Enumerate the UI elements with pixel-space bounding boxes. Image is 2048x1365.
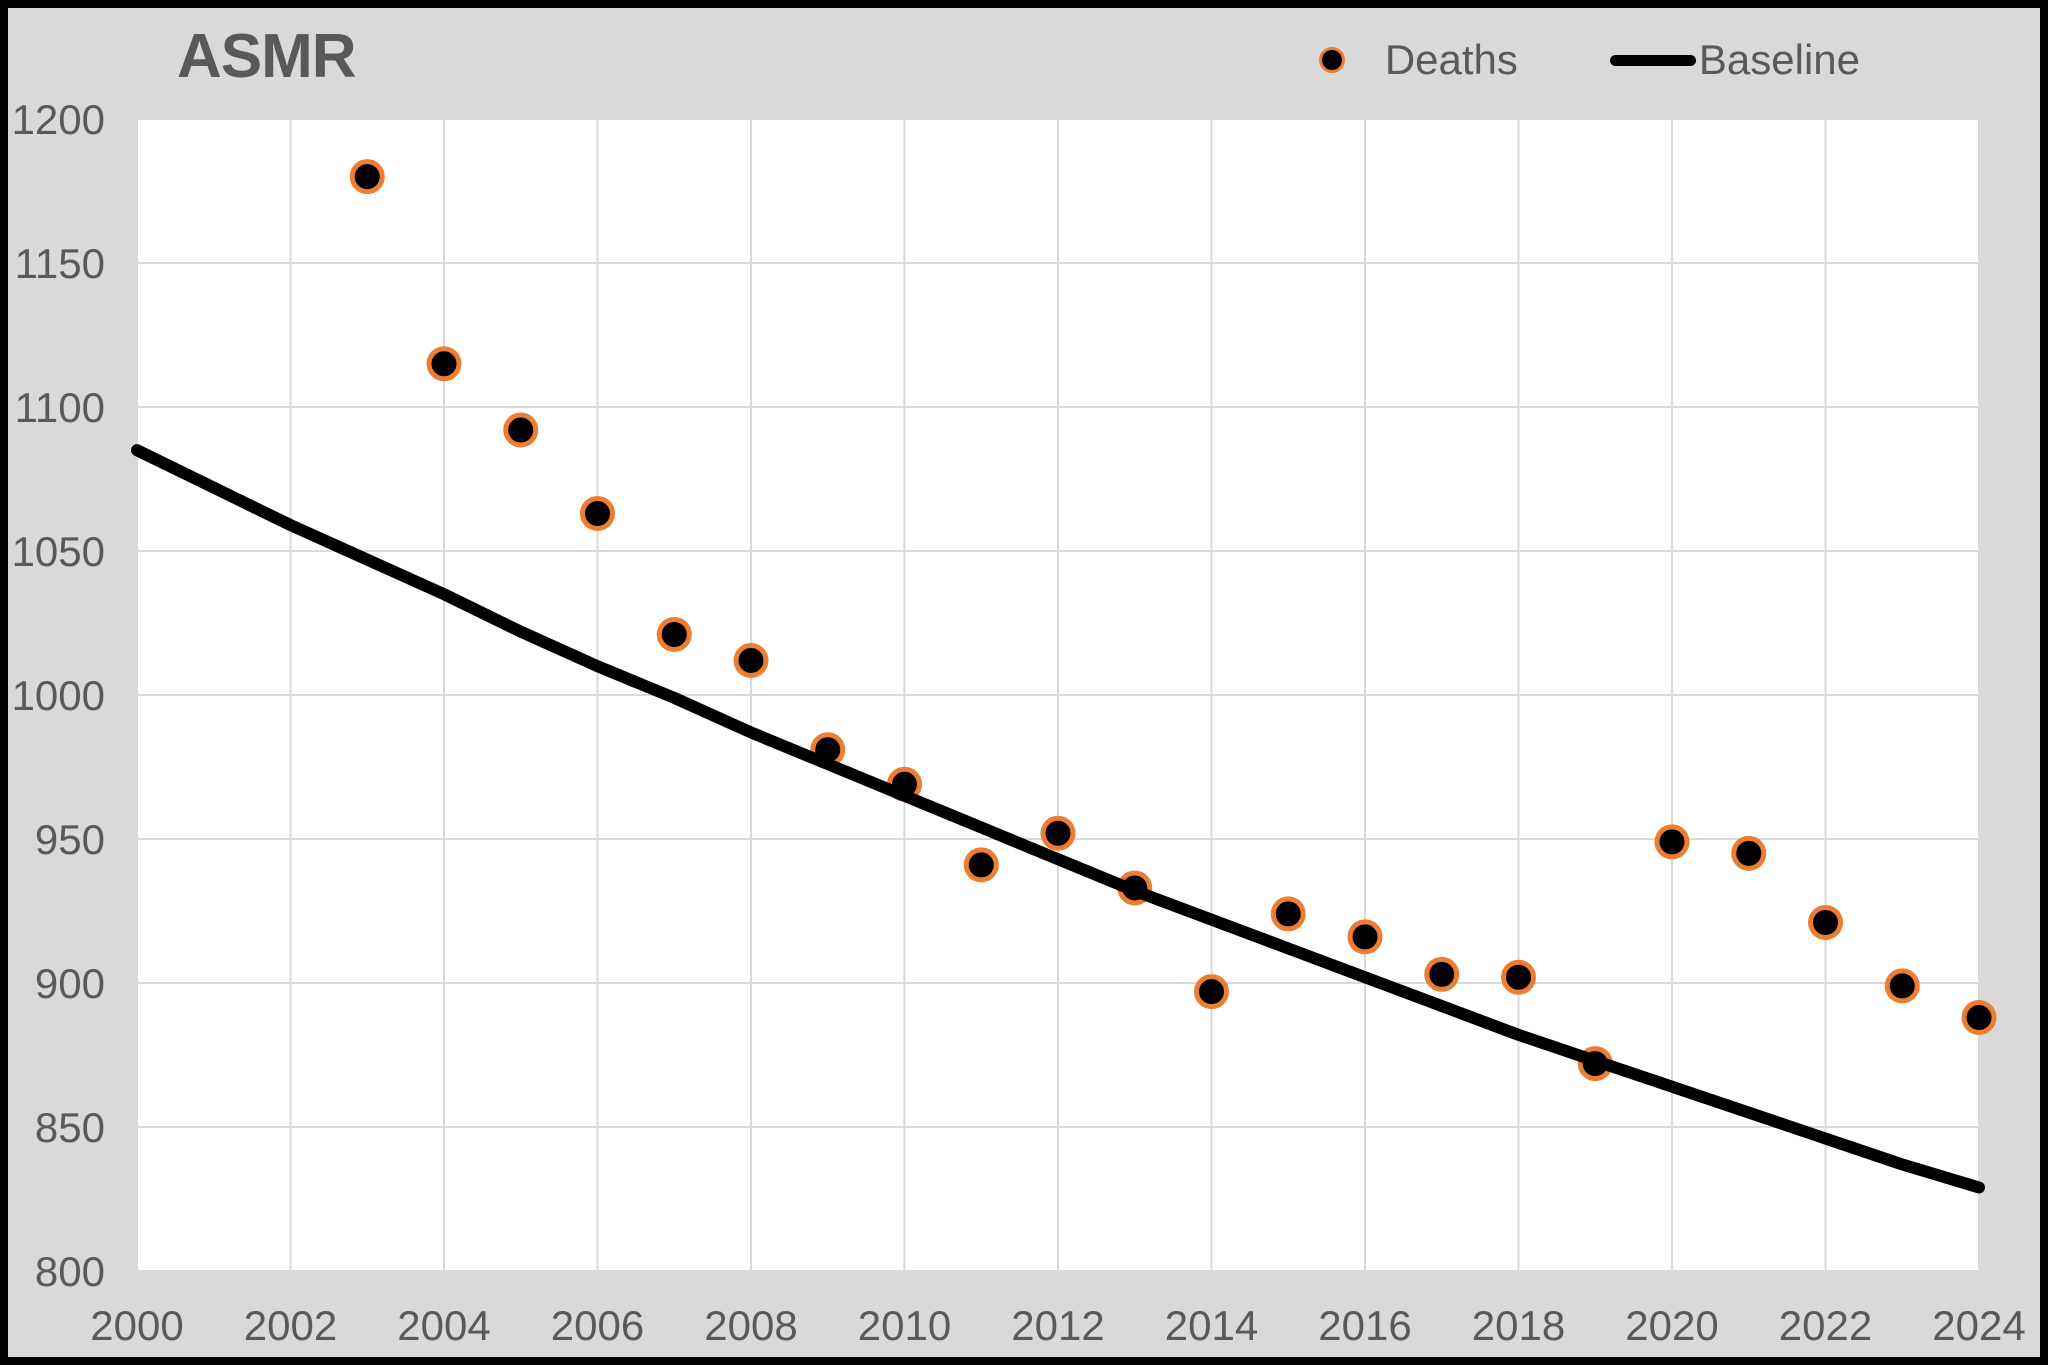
deaths-marker-icon	[1318, 47, 1345, 73]
data-point	[1961, 1000, 1997, 1036]
data-point	[1884, 968, 1920, 1004]
x-tick-label: 2004	[397, 1302, 490, 1349]
chart-plot-area: 800 850 900 950 1000 1050 1100 1150 1200 2000 2002…	[12, 96, 2026, 1349]
y-tick-label: 1200	[12, 96, 105, 143]
data-point	[1424, 956, 1460, 992]
x-tick-label: 2022	[1779, 1302, 1872, 1349]
y-tick-label: 900	[35, 960, 105, 1007]
data-point	[1270, 896, 1306, 932]
data-point	[963, 847, 999, 883]
legend-label-deaths: Deaths	[1384, 36, 1518, 83]
x-tick-label: 2006	[551, 1302, 644, 1349]
legend-label-baseline: Baseline	[1698, 36, 1860, 83]
y-tick-label: 1050	[12, 528, 105, 575]
y-tick-label: 1100	[15, 384, 105, 431]
x-tick-label: 2020	[1625, 1302, 1718, 1349]
x-tick-label: 2008	[704, 1302, 797, 1349]
x-tick-label: 2024	[1932, 1302, 2025, 1349]
data-point	[733, 642, 769, 678]
x-tick-label: 2014	[1165, 1302, 1258, 1349]
y-tick-label: 850	[35, 1104, 105, 1151]
data-point	[1501, 959, 1536, 995]
legend-item-deaths: Deaths	[1318, 36, 1518, 84]
data-point	[1040, 815, 1076, 851]
x-tick-label: 2010	[858, 1302, 951, 1349]
data-point	[1808, 905, 1843, 941]
baseline-line-icon	[1609, 54, 1696, 66]
x-tick-label: 2016	[1318, 1302, 1411, 1349]
data-point	[1731, 835, 1767, 871]
data-point	[1194, 974, 1229, 1010]
data-point	[503, 412, 539, 448]
baseline-curve	[131, 444, 1985, 1194]
data-point	[580, 496, 615, 532]
x-tick-label: 2000	[90, 1302, 183, 1349]
x-tick-label: 2012	[1011, 1302, 1104, 1349]
x-tick-label: 2018	[1472, 1302, 1565, 1349]
data-point	[1654, 824, 1690, 860]
data-point	[349, 159, 385, 195]
data-point	[1347, 919, 1383, 955]
x-tick-label: 2002	[244, 1302, 337, 1349]
y-tick-label: 1150	[15, 240, 105, 287]
y-tick-label: 950	[35, 816, 105, 863]
y-tick-label: 800	[35, 1248, 105, 1295]
chart-title: ASMR	[177, 22, 357, 91]
data-point	[426, 346, 462, 382]
legend: Deaths Baseline	[1318, 36, 1860, 84]
data-point	[656, 617, 692, 653]
y-tick-label: 1000	[12, 672, 105, 719]
legend-item-baseline: Baseline	[1609, 36, 1860, 84]
